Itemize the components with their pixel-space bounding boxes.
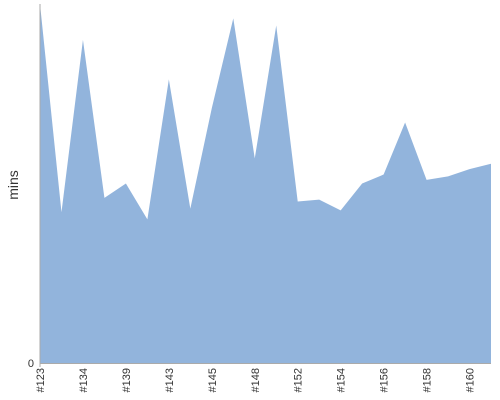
- y-axis-label: mins: [5, 170, 21, 200]
- x-tick-label: #158: [422, 368, 434, 392]
- plot-area: [40, 4, 491, 363]
- x-tick-label: #139: [121, 368, 133, 392]
- x-tick-label: #143: [164, 368, 176, 392]
- x-tick-label: #160: [465, 368, 477, 392]
- x-axis-ticks: #123 #134 #139 #143 #145 #148 #152 #154 #156 #158…: [35, 368, 477, 392]
- y-tick-label: 0: [28, 358, 34, 370]
- x-tick-label: #152: [293, 368, 305, 392]
- x-tick-label: #154: [336, 368, 348, 392]
- x-tick-label: #148: [250, 368, 262, 392]
- x-tick-label: #123: [35, 368, 47, 392]
- x-tick-label: #134: [78, 368, 90, 392]
- x-tick-label: #156: [379, 368, 391, 392]
- area-series: [40, 4, 491, 363]
- x-tick-label: #145: [207, 368, 219, 392]
- y-axis-ticks: 0: [28, 358, 34, 370]
